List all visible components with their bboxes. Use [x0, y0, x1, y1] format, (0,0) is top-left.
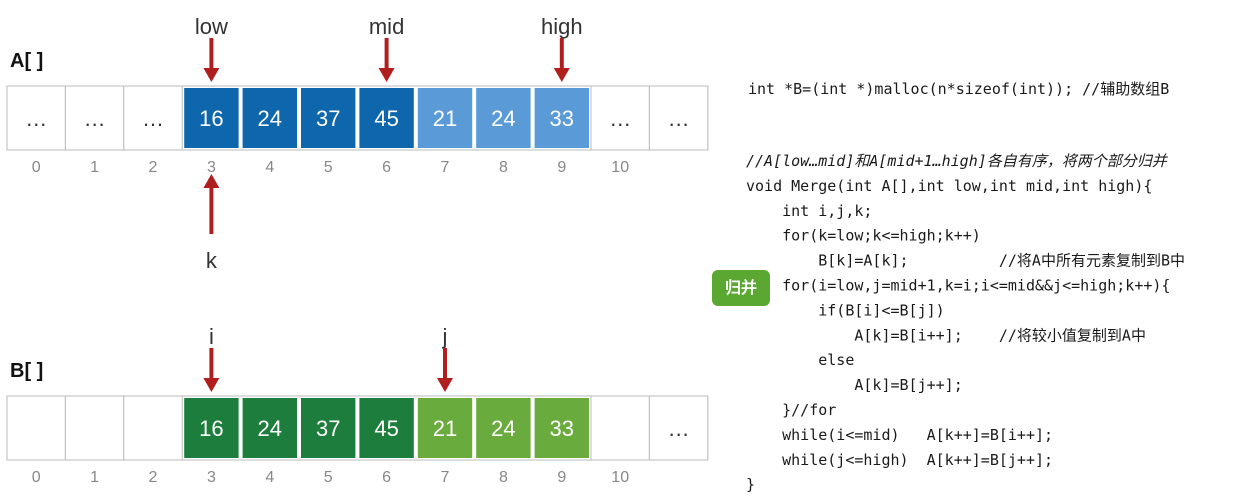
code-line: else	[746, 351, 854, 369]
cell-value: 24	[491, 416, 515, 441]
code-line: A[k]=B[i++]; //将较小值复制到A中	[746, 326, 1146, 344]
code-line: while(j<=high) A[k++]=B[j++];	[746, 451, 1053, 469]
cell-value: 21	[433, 416, 457, 441]
array-name: B[ ]	[10, 360, 43, 382]
cell-value: 24	[258, 416, 282, 441]
array-cell	[417, 398, 473, 458]
cell-value: 21	[433, 106, 457, 131]
pointer-label: i	[209, 324, 214, 349]
array-cell	[476, 88, 531, 148]
cell-value: …	[668, 416, 690, 441]
button-bg	[712, 270, 770, 306]
code-line: int i,j,k;	[746, 202, 872, 220]
cell-value: …	[142, 106, 164, 131]
index-label: 4	[265, 469, 274, 486]
merge-button[interactable]: 归并	[712, 270, 770, 306]
pointer-label: j	[442, 324, 448, 349]
code-line: A[k]=B[j++];	[746, 376, 963, 394]
index-label: 5	[324, 159, 333, 176]
pointer-head	[203, 68, 220, 82]
array-cell	[417, 88, 473, 148]
index-label: 5	[324, 469, 333, 486]
code-line: }	[746, 476, 755, 494]
array-cell	[184, 398, 239, 458]
cell-value: …	[84, 106, 106, 131]
index-label: 6	[382, 469, 391, 486]
index-label: 7	[441, 159, 450, 176]
cell-value: 45	[374, 106, 398, 131]
code-line: //A[low…mid]和A[mid+1…high]各自有序，将两个部分归并	[746, 152, 1169, 170]
index-label: 7	[441, 469, 450, 486]
cell-value: …	[609, 106, 631, 131]
cell-value: 33	[550, 416, 574, 441]
index-label: 0	[32, 159, 41, 176]
index-label: 3	[207, 469, 216, 486]
cell-value: 33	[550, 106, 574, 131]
array-name: A[ ]	[10, 50, 43, 72]
index-label: 4	[265, 159, 274, 176]
index-label: 1	[90, 469, 99, 486]
array-cell	[64, 85, 125, 151]
array-cell	[648, 85, 709, 151]
index-label: 9	[557, 469, 566, 486]
array-cell	[590, 395, 650, 461]
index-label: 2	[149, 469, 158, 486]
pointer-label: low	[195, 14, 228, 39]
array-cell	[242, 88, 297, 148]
code-line: B[k]=A[k]; //将A中所有元素复制到B中	[746, 252, 1185, 270]
array-cell	[123, 395, 183, 461]
index-label: 0	[32, 469, 41, 486]
cell-value: …	[25, 106, 47, 131]
code-line: while(i<=mid) A[k++]=B[i++];	[746, 426, 1053, 444]
cell-value: 16	[199, 106, 223, 131]
array-cell	[301, 398, 356, 458]
array-cell	[359, 88, 414, 148]
index-label: 2	[149, 159, 158, 176]
cell-value: 37	[316, 416, 340, 441]
pointer-head	[203, 174, 220, 188]
array-cell	[123, 85, 183, 151]
array-cell	[534, 88, 589, 148]
pointer-label: high	[541, 14, 583, 39]
pointer-head	[553, 68, 570, 82]
index-label: 3	[207, 159, 216, 176]
index-label: 8	[499, 469, 508, 486]
index-label: 9	[557, 159, 566, 176]
cell-value: 45	[374, 416, 398, 441]
pointer-head	[203, 378, 220, 392]
index-label: 10	[611, 159, 629, 176]
code-line: }//for	[746, 401, 836, 419]
pointer-label: mid	[369, 14, 404, 39]
code-line: if(B[i]<=B[j])	[746, 301, 945, 319]
cell-value: 24	[258, 106, 282, 131]
cell-value: 16	[199, 416, 223, 441]
pointer-head	[437, 378, 453, 392]
pointer-head	[378, 68, 395, 82]
array-cell	[184, 88, 239, 148]
index-label: 10	[611, 469, 629, 486]
button-label: 归并	[725, 278, 757, 297]
array-cell	[476, 398, 531, 458]
index-label: 8	[499, 159, 508, 176]
cell-value: …	[668, 106, 690, 131]
code-header: int *B=(int *)malloc(n*sizeof(int)); //辅…	[748, 80, 1169, 98]
pointer-label: k	[206, 248, 218, 273]
index-label: 6	[382, 159, 391, 176]
cell-value: 37	[316, 106, 340, 131]
array-cell	[242, 398, 297, 458]
array-cell	[6, 395, 66, 461]
array-cell	[301, 88, 356, 148]
array-cell	[359, 398, 414, 458]
code-line: for(k=low;k<=high;k++)	[746, 227, 981, 245]
array-cell	[64, 395, 125, 461]
code-line: void Merge(int A[],int low,int mid,int h…	[746, 177, 1152, 195]
index-label: 1	[90, 159, 99, 176]
array-cell	[648, 395, 709, 461]
array-cell	[590, 85, 650, 151]
code-line: for(i=low,j=mid+1,k=i;i<=mid&&j<=high;k+…	[746, 277, 1170, 295]
cell-value: 24	[491, 106, 515, 131]
array-cell	[534, 398, 589, 458]
